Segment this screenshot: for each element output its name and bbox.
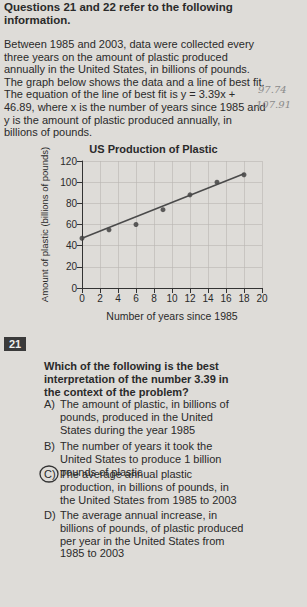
html-text:Which of the following is the: Which of the following is the best inter… [44, 360, 229, 398]
svg-text:2: 2 [97, 293, 103, 304]
html-text:A): A) [44, 398, 55, 410]
html-text:Between 1985 and 2003, data we: Between 1985 and 2003, data were collect… [4, 38, 266, 139]
svg-text:0: 0 [79, 293, 85, 304]
svg-text:12: 12 [184, 293, 196, 304]
svg-text:4: 4 [115, 293, 121, 304]
svg-text:100: 100 [60, 177, 77, 188]
html-text:97.74: 97.74 [258, 84, 287, 95]
svg-text:60: 60 [66, 219, 78, 230]
svg-text:14: 14 [202, 293, 214, 304]
svg-text:16: 16 [220, 293, 232, 304]
html-text:107.91: 107.91 [256, 99, 291, 110]
svg-text:Amount of plastic (billions of: Amount of plastic (billions of pounds) [39, 147, 50, 302]
svg-text:6: 6 [133, 293, 139, 304]
svg-text:8: 8 [151, 293, 157, 304]
svg-text:80: 80 [66, 198, 78, 209]
html-text:B): B) [44, 440, 55, 452]
svg-text:0: 0 [71, 283, 77, 294]
html-text:21: 21 [8, 338, 22, 350]
html-text:The number of years it took th: The number of years it took the United S… [60, 440, 222, 478]
html-text:D) The average annual increase: D) The average annual increase, in billi… [44, 509, 244, 560]
svg-text:Number of years since 1985: Number of years since 1985 [106, 310, 237, 322]
html-text:The amount of plastic, in bill: The amount of plastic, in billions of po… [60, 398, 229, 436]
svg-text:40: 40 [66, 240, 78, 251]
svg-text:18: 18 [238, 293, 250, 304]
svg-text:20: 20 [256, 293, 268, 304]
svg-text:20: 20 [66, 261, 78, 272]
html-text:Questions 21 and 22 refer to t: Questions 21 and 22 refer to the followi… [4, 1, 233, 26]
svg-text:10: 10 [166, 293, 178, 304]
svg-text:US Production of Plastic: US Production of Plastic [89, 143, 217, 155]
svg-text:120: 120 [60, 156, 77, 167]
html-text:C) The average annual plastic: C) The average annual plastic production… [44, 468, 237, 506]
